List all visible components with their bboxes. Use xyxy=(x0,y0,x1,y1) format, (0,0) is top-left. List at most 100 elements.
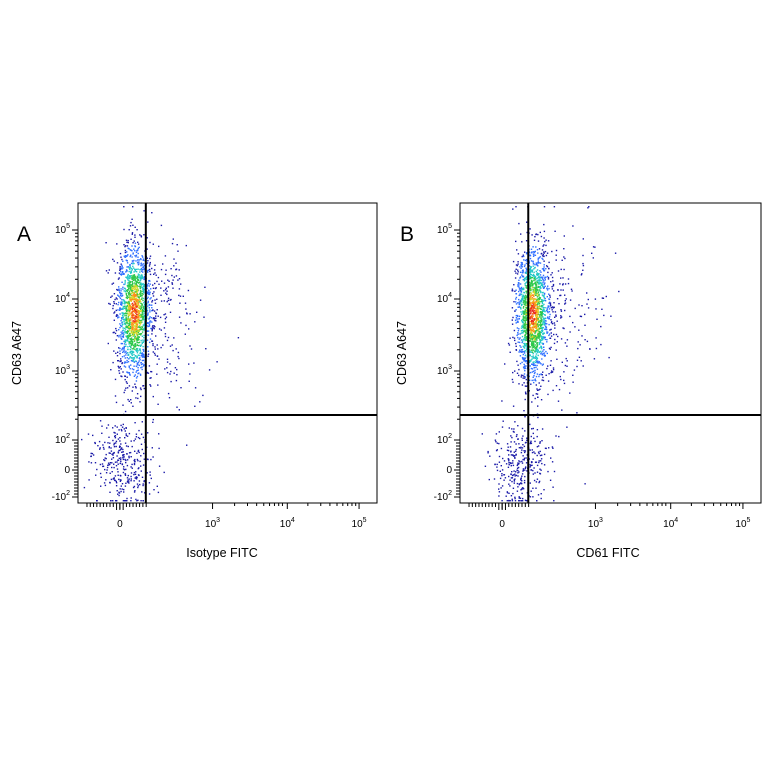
event-dot xyxy=(150,458,152,461)
event-dot xyxy=(177,279,179,281)
event-dot xyxy=(581,335,583,337)
event-dot xyxy=(545,374,547,376)
event-dot xyxy=(557,289,559,291)
event-dot xyxy=(539,307,541,310)
event-dot xyxy=(121,271,124,274)
event-dot xyxy=(110,478,113,481)
event-dot xyxy=(138,259,140,261)
event-dot xyxy=(532,329,534,331)
event-dot xyxy=(535,384,537,386)
event-dot xyxy=(531,333,534,336)
event-dot xyxy=(136,355,138,358)
event-dot xyxy=(539,472,541,475)
event-dot xyxy=(553,206,556,208)
event-dot xyxy=(139,374,142,376)
event-dot xyxy=(134,302,136,304)
event-dot xyxy=(523,280,526,282)
event-dot xyxy=(534,277,537,279)
event-dot xyxy=(123,206,125,208)
event-dot xyxy=(525,500,527,502)
event-dot xyxy=(116,288,118,291)
event-dot xyxy=(533,367,535,369)
event-dot xyxy=(533,251,536,254)
event-dot xyxy=(152,395,154,398)
event-dot xyxy=(131,467,133,469)
event-dot xyxy=(131,348,133,350)
event-dot xyxy=(109,462,112,464)
event-dot xyxy=(536,373,539,375)
event-dot xyxy=(123,362,126,364)
event-dot xyxy=(530,299,532,301)
event-dot xyxy=(539,341,542,343)
event-dot xyxy=(123,365,126,367)
event-dot xyxy=(531,371,534,373)
event-dot xyxy=(178,357,180,360)
event-dot xyxy=(508,492,510,494)
event-dot xyxy=(130,283,132,286)
event-dot xyxy=(537,290,539,292)
event-dot xyxy=(118,336,120,338)
event-dot xyxy=(524,354,527,356)
event-dot xyxy=(517,320,519,322)
event-dot xyxy=(133,345,135,348)
event-dot xyxy=(561,259,563,261)
event-dot xyxy=(154,319,156,322)
event-dot xyxy=(141,264,143,266)
event-dot xyxy=(135,268,138,271)
event-dot xyxy=(113,260,115,262)
event-dot xyxy=(537,260,539,262)
event-dot xyxy=(127,254,129,256)
event-dot xyxy=(549,296,551,298)
event-dot xyxy=(128,480,130,482)
event-dot xyxy=(129,332,131,335)
event-dot xyxy=(120,490,122,493)
event-dot xyxy=(122,316,124,319)
x-tick-label: 104 xyxy=(663,517,678,530)
event-dot xyxy=(136,452,138,454)
event-dot xyxy=(531,363,533,365)
event-dot xyxy=(563,327,565,330)
event-dot xyxy=(532,310,534,312)
event-dot xyxy=(127,329,129,332)
event-dot xyxy=(540,497,542,500)
event-dot xyxy=(111,458,113,460)
event-dot xyxy=(151,340,153,342)
event-dot xyxy=(134,288,137,290)
event-dot xyxy=(137,350,139,352)
event-dot xyxy=(537,273,539,275)
event-dot xyxy=(152,287,155,289)
event-dot xyxy=(523,313,525,315)
event-dot xyxy=(533,289,535,291)
event-dot xyxy=(139,305,141,307)
event-dot xyxy=(136,476,138,479)
event-dot xyxy=(534,452,536,455)
event-dot xyxy=(553,342,556,345)
event-dot xyxy=(523,323,525,325)
event-dot xyxy=(595,347,598,350)
event-dot xyxy=(129,345,131,347)
event-dot xyxy=(533,340,535,342)
event-dot xyxy=(543,320,546,322)
x-tick-label: 104 xyxy=(280,517,295,530)
event-dot xyxy=(116,461,118,463)
event-dot xyxy=(126,336,128,339)
event-dot xyxy=(136,295,138,298)
event-dot xyxy=(113,451,115,454)
event-dot xyxy=(133,316,135,319)
event-dot xyxy=(146,339,149,341)
event-dot xyxy=(525,344,527,346)
event-dot xyxy=(515,349,517,351)
event-dot xyxy=(133,485,136,488)
event-dot xyxy=(132,335,134,337)
event-dot xyxy=(530,308,532,310)
event-dot xyxy=(532,357,535,359)
event-dot xyxy=(203,316,205,318)
event-dot xyxy=(517,285,519,288)
event-dot xyxy=(517,253,520,255)
event-dot xyxy=(128,319,131,321)
event-dot xyxy=(549,313,551,316)
event-dot xyxy=(114,272,117,274)
event-dot xyxy=(154,264,156,266)
event-dot xyxy=(532,323,535,325)
event-dot xyxy=(549,301,551,303)
